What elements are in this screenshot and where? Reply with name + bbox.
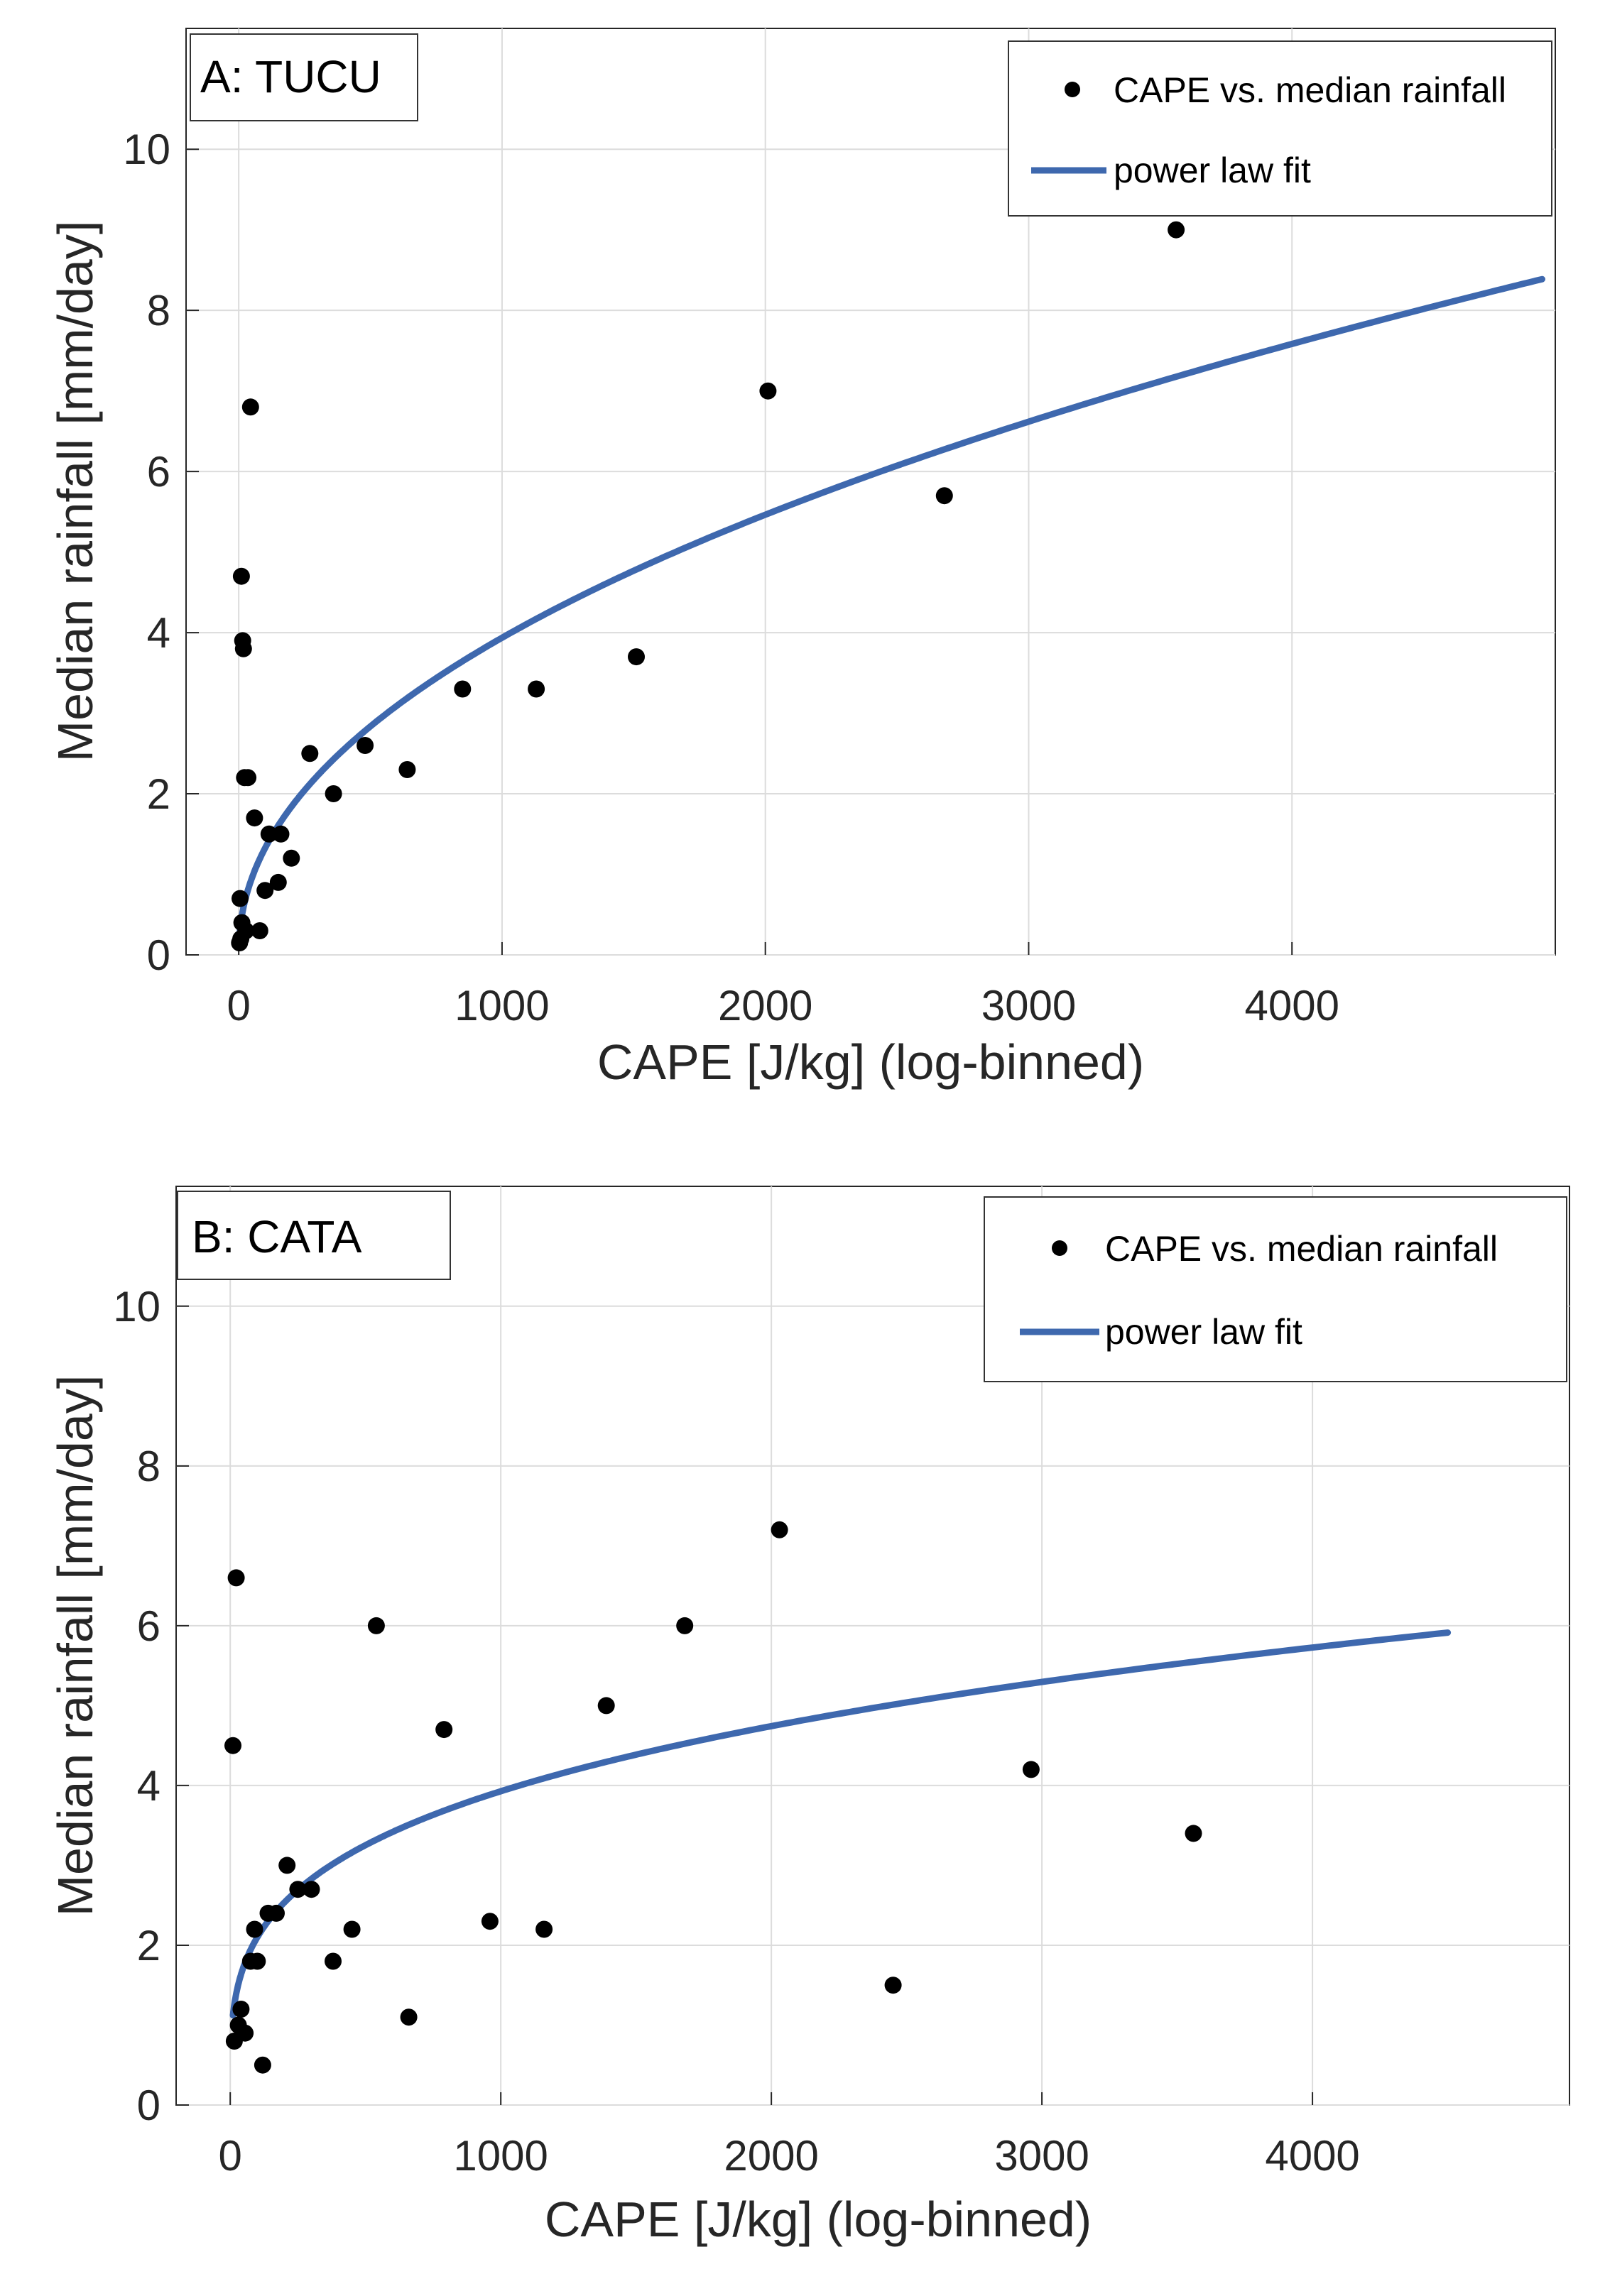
panel-a-data-point bbox=[935, 487, 953, 505]
panel-a-grid bbox=[186, 28, 1555, 956]
panel-a-y-axis-label: Median rainfall [mm/day] bbox=[48, 221, 103, 762]
panel-a-x-ticks: 0 1000 2000 3000 4000 bbox=[227, 942, 1339, 1029]
panel-b-y-tick-label-2: 2 bbox=[137, 1922, 160, 1969]
panel-a-data-point bbox=[272, 825, 290, 843]
panel-b-data-point bbox=[367, 1617, 385, 1634]
panel-a-x-tick-label-0: 0 bbox=[227, 982, 250, 1029]
panel-b-data-point bbox=[232, 2001, 250, 2018]
panel-a-x-tick-label-4000: 4000 bbox=[1244, 982, 1339, 1029]
panel-a-y-tick-label-2: 2 bbox=[147, 770, 170, 818]
panel-b-data-point bbox=[535, 1920, 553, 1938]
panel-a-x-axis-label: CAPE [J/kg] (log-binned) bbox=[597, 1034, 1144, 1090]
panel-a-data-point bbox=[357, 737, 374, 754]
panel-a-legend-label-fit: power law fit bbox=[1114, 151, 1311, 190]
panel-b-x-tick-label-0: 0 bbox=[219, 2132, 242, 2180]
panel-a-legend-marker-points bbox=[1065, 82, 1080, 97]
panel-b-data-point bbox=[227, 1569, 245, 1587]
panel-b-x-ticks: 0 1000 2000 3000 4000 bbox=[219, 2092, 1360, 2180]
panel-a-y-tick-label-0: 0 bbox=[147, 931, 170, 979]
panel-b-legend-label-fit: power law fit bbox=[1105, 1312, 1302, 1352]
panel-a-data-point bbox=[232, 567, 250, 585]
panel-a-data-point bbox=[237, 922, 255, 939]
panel-b-x-tick-label-1000: 1000 bbox=[453, 2132, 548, 2180]
panel-a-title-box bbox=[190, 33, 418, 121]
panel-a-data-point bbox=[241, 398, 259, 416]
panel-b-legend: CAPE vs. median rainfall power law fit bbox=[984, 1196, 1567, 1382]
panel-a-data-point bbox=[454, 680, 472, 698]
panel-a-data-point bbox=[325, 785, 342, 802]
panel-b-data-point bbox=[303, 1881, 320, 1898]
panel-b-title-box bbox=[177, 1191, 451, 1280]
panel-b-data-point bbox=[254, 2056, 271, 2074]
panel-b-x-tick-label-2000: 2000 bbox=[724, 2132, 818, 2180]
panel-a-x-tick-label-3000: 3000 bbox=[981, 982, 1076, 1029]
panel-a-data-point bbox=[256, 882, 274, 900]
panel-b-data-point bbox=[676, 1617, 694, 1634]
panel-b-data-point bbox=[236, 2024, 254, 2042]
panel-a-data-point bbox=[528, 680, 545, 698]
panel-b: 0 1000 2000 3000 4000 0 2 4 6 8 10 CAPE [J/kg] (l… bbox=[48, 1186, 1570, 2247]
panel-b-data-point bbox=[343, 1920, 361, 1938]
panel-b-fit-line bbox=[229, 1629, 1452, 2019]
panel-b-legend-marker-points bbox=[1052, 1240, 1067, 1256]
panel-a-data-point bbox=[246, 809, 263, 827]
panel-b-y-tick-label-10: 10 bbox=[113, 1283, 160, 1330]
panel-a-data-point bbox=[232, 890, 249, 907]
panel-b-data-point bbox=[278, 1857, 296, 1874]
panel-b-y-ticks: 0 2 4 6 8 10 bbox=[113, 1283, 189, 2129]
panel-a-data-point bbox=[260, 825, 278, 843]
panel-a-data-point bbox=[398, 761, 416, 778]
panel-a-legend: CAPE vs. median rainfall power law fit bbox=[1008, 40, 1552, 217]
panel-b-data-point bbox=[481, 1913, 499, 1930]
panel-a-legend-label-points: CAPE vs. median rainfall bbox=[1114, 70, 1506, 110]
panel-b-data-point bbox=[268, 1904, 285, 1922]
panel-b-data-point bbox=[400, 2008, 418, 2026]
panel-a-data-point bbox=[301, 745, 319, 762]
panel-b-data-point bbox=[597, 1697, 615, 1715]
panel-b-data-point bbox=[246, 1920, 263, 1938]
panel-b-y-tick-label-6: 6 bbox=[137, 1602, 160, 1650]
panel-a-legend-box bbox=[1008, 40, 1552, 217]
panel-a-data-point bbox=[628, 648, 645, 666]
panel-b-data-point bbox=[325, 1952, 342, 1970]
panel-b-data-point bbox=[771, 1521, 788, 1538]
panel-b-data-point bbox=[884, 1977, 902, 1994]
panel-a-data-point bbox=[759, 382, 777, 400]
panel-b-legend-box bbox=[984, 1196, 1567, 1382]
panel-b-data-point bbox=[224, 1737, 241, 1754]
panel-b-x-tick-label-3000: 3000 bbox=[994, 2132, 1089, 2180]
panel-b-data-point bbox=[435, 1721, 453, 1739]
panel-a-y-tick-label-8: 8 bbox=[147, 287, 170, 334]
panel-a-y-tick-label-6: 6 bbox=[147, 448, 170, 496]
panel-a-data-point bbox=[234, 640, 252, 657]
panel-a-x-tick-label-1000: 1000 bbox=[455, 982, 549, 1029]
panel-b-data-point bbox=[1185, 1825, 1202, 1842]
panel-b-data-point bbox=[289, 1881, 307, 1898]
panel-a: 0 1000 2000 3000 4000 0 2 4 6 8 10 CAPE [J/kg] (l… bbox=[48, 28, 1556, 1090]
panel-a-title: A: TUCU bbox=[200, 51, 381, 102]
panel-a-data-point bbox=[269, 873, 287, 891]
panel-a-y-tick-label-4: 4 bbox=[147, 609, 170, 657]
panel-a-y-ticks: 0 2 4 6 8 10 bbox=[123, 126, 199, 979]
panel-a-data-point bbox=[283, 849, 300, 867]
panel-b-plot-area bbox=[224, 1521, 1452, 2074]
panel-b-data-point bbox=[249, 1952, 266, 1970]
panel-a-data-point bbox=[239, 769, 257, 787]
panel-a-data-point bbox=[251, 922, 268, 939]
panel-b-y-tick-label-0: 0 bbox=[137, 2082, 160, 2129]
panel-b-y-tick-label-8: 8 bbox=[137, 1443, 160, 1490]
panel-b-y-axis-label: Median rainfall [mm/day] bbox=[48, 1375, 103, 1917]
panel-b-x-axis-label: CAPE [J/kg] (log-binned) bbox=[545, 2192, 1092, 2247]
panel-a-plot-area bbox=[231, 221, 1545, 951]
panel-b-data-point bbox=[1022, 1761, 1040, 1778]
panel-a-data-point bbox=[1168, 221, 1185, 239]
panel-a-x-tick-label-2000: 2000 bbox=[718, 982, 812, 1029]
panel-b-legend-label-points: CAPE vs. median rainfall bbox=[1105, 1229, 1498, 1269]
panel-b-title: B: CATA bbox=[192, 1211, 362, 1262]
panel-a-y-tick-label-10: 10 bbox=[123, 126, 170, 173]
panel-b-y-tick-label-4: 4 bbox=[137, 1762, 160, 1810]
panel-b-x-tick-label-4000: 4000 bbox=[1265, 2132, 1359, 2180]
